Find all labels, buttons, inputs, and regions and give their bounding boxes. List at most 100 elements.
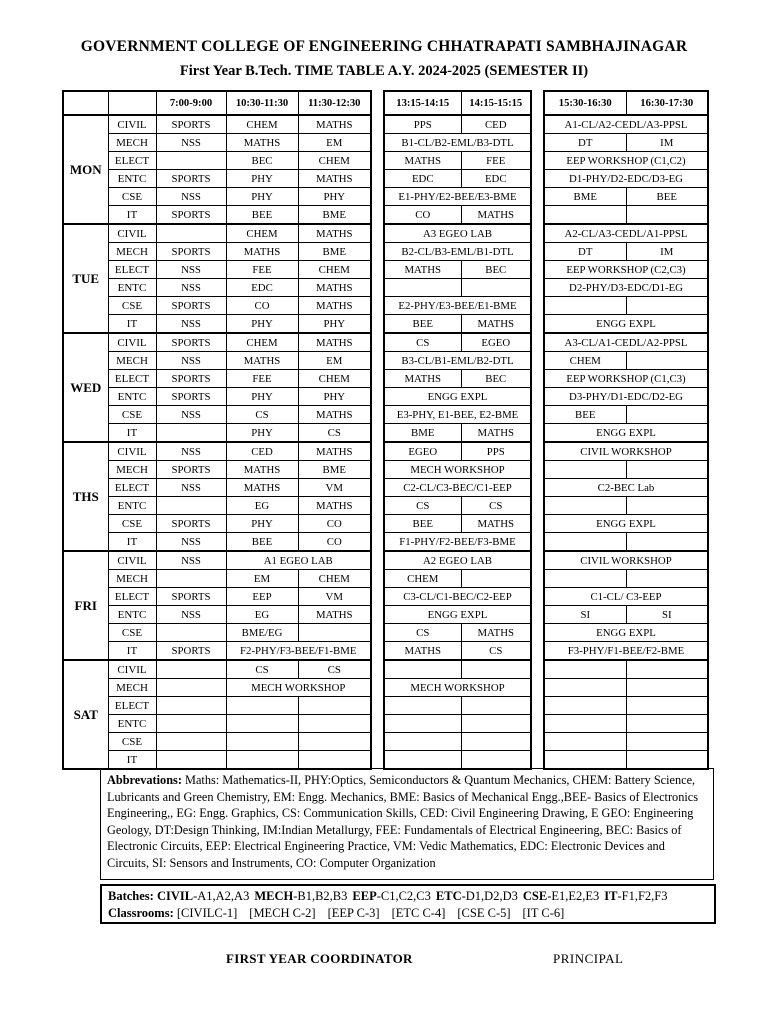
classrooms-label: Classrooms: — [108, 905, 177, 920]
slot-cell — [383, 278, 462, 297]
slot-cell: CHEM — [297, 569, 372, 588]
slot-cell — [225, 750, 299, 770]
slot-cell: SPORTS — [155, 387, 227, 406]
slot-cell: SPORTS — [155, 460, 227, 479]
slot-cell: CED — [225, 441, 299, 461]
slot-cell: PHY — [225, 169, 299, 188]
batch-item: CSE-E1,E2,E3 — [522, 889, 600, 903]
slot-cell: B2-CL/B3-EML/B1-DTL — [383, 242, 532, 261]
slot-cell — [155, 750, 227, 770]
batch-item: EEP-C1,C2,C3 — [352, 889, 431, 903]
slot-cell — [625, 460, 709, 479]
slot-cell: PHY — [225, 423, 299, 443]
branch-cell: IT — [107, 750, 157, 770]
branch-cell: CSE — [107, 296, 157, 315]
slot-cell — [460, 750, 532, 770]
slot-cell: SPORTS — [155, 205, 227, 225]
slot-cell: CED — [460, 114, 532, 134]
slot-cell: ENGG EXPL — [543, 423, 709, 443]
slot-cell — [225, 732, 299, 751]
slot-cell: EDC — [225, 278, 299, 297]
slot-cell — [460, 569, 532, 588]
branch-cell: IT — [107, 314, 157, 334]
slot-cell: NSS — [155, 532, 227, 552]
slot-cell: BEE — [625, 187, 709, 206]
slot-cell: MATHS — [225, 133, 299, 152]
slot-cell: SPORTS — [155, 332, 227, 352]
branch-cell: CSE — [107, 514, 157, 533]
slot-cell: BME — [383, 423, 462, 443]
slot-cell: EEP WORKSHOP (C2,C3) — [543, 260, 709, 279]
slot-cell: SPORTS — [155, 514, 227, 533]
slot-cell — [625, 732, 709, 751]
slot-cell — [297, 714, 372, 733]
slot-cell: CHEM — [225, 114, 299, 134]
batch-item: IT-F1,F2,F3 — [604, 889, 668, 903]
slot-cell — [383, 750, 462, 770]
slot-cell: BEE — [383, 514, 462, 533]
slot-cell: SPORTS — [155, 114, 227, 134]
slot-cell: NSS — [155, 187, 227, 206]
slot-cell: FEE — [460, 151, 532, 170]
classroom-item: [CIVILC-1] — [176, 905, 238, 920]
slot-cell: MATHS — [383, 641, 462, 661]
slot-cell: CHEM — [543, 351, 627, 370]
slot-cell — [225, 696, 299, 715]
slot-cell: PHY — [225, 514, 299, 533]
time-header-cell: 13:15-14:15 — [383, 90, 462, 116]
day-cell: SAT — [62, 659, 109, 770]
slot-cell: NSS — [155, 351, 227, 370]
slot-cell: C3-CL/C1-BEC/C2-EEP — [383, 587, 532, 606]
slot-cell — [155, 714, 227, 733]
slot-cell: MATHS — [297, 496, 372, 515]
slot-cell: CO — [297, 514, 372, 533]
slot-cell — [625, 496, 709, 515]
branch-cell: ELECT — [107, 369, 157, 388]
slot-cell — [297, 696, 372, 715]
time-header-cell — [107, 90, 157, 116]
timetable-block-afternoon: 13:15-14:15 14:15-15:15 PPS CED B1-CL/B2-EML… — [383, 90, 532, 770]
slot-cell: NSS — [155, 478, 227, 497]
branch-cell: MECH — [107, 460, 157, 479]
slot-cell: DT — [543, 242, 627, 261]
branch-cell: ELECT — [107, 260, 157, 279]
slot-cell: NSS — [155, 550, 227, 570]
slot-cell: DT — [543, 133, 627, 152]
slot-cell: CS — [460, 641, 532, 661]
slot-cell — [383, 732, 462, 751]
slot-cell: PHY — [297, 387, 372, 406]
slot-cell — [460, 278, 532, 297]
slot-cell: SPORTS — [155, 296, 227, 315]
slot-cell — [155, 732, 227, 751]
college-name: GOVERNMENT COLLEGE OF ENGINEERING CHHATR… — [80, 38, 688, 55]
slot-cell: E3-PHY, E1-BEE, E2-BME — [383, 405, 532, 424]
slot-cell: FEE — [225, 369, 299, 388]
slot-cell: NSS — [155, 314, 227, 334]
slot-cell: C1-CL/ C3-EEP — [543, 587, 709, 606]
slot-cell — [543, 205, 627, 225]
slot-cell: EG — [225, 605, 299, 624]
branch-cell: CIVIL — [107, 441, 157, 461]
timetable-block-morning: 7:00-9:00 10:30-11:30 11:30-12:30 MON CIVIL S… — [62, 90, 372, 770]
classroom-item: [CSE C-5] — [457, 905, 511, 920]
slot-cell: MATHS — [383, 260, 462, 279]
slot-cell — [297, 750, 372, 770]
slot-cell: BME — [297, 242, 372, 261]
classroom-item: [EEP C-3] — [327, 905, 380, 920]
slot-cell: A1-CL/A2-CEDL/A3-PPSL — [543, 114, 709, 134]
slot-cell: MATHS — [225, 351, 299, 370]
batches-box: Batches: CIVIL-A1,A2,A3 MECH-B1,B2,B3 EEP-… — [100, 884, 716, 924]
slot-cell: A2-CL/A3-CEDL/A1-PPSL — [543, 223, 709, 243]
day-cell: THS — [62, 441, 109, 552]
principal-signature: PRINCIPAL — [553, 951, 624, 966]
slot-cell — [155, 423, 227, 443]
slot-cell: EDC — [383, 169, 462, 188]
slot-cell: EEP WORKSHOP (C1,C2) — [543, 151, 709, 170]
slot-cell: MATHS — [297, 223, 372, 243]
slot-cell: SPORTS — [155, 641, 227, 661]
slot-cell: ENGG EXPL — [543, 623, 709, 642]
slot-cell — [460, 732, 532, 751]
timetable-title: First Year B.Tech. TIME TABLE A.Y. 2024-… — [179, 63, 589, 79]
slot-cell — [625, 205, 709, 225]
slot-cell: MATHS — [383, 369, 462, 388]
